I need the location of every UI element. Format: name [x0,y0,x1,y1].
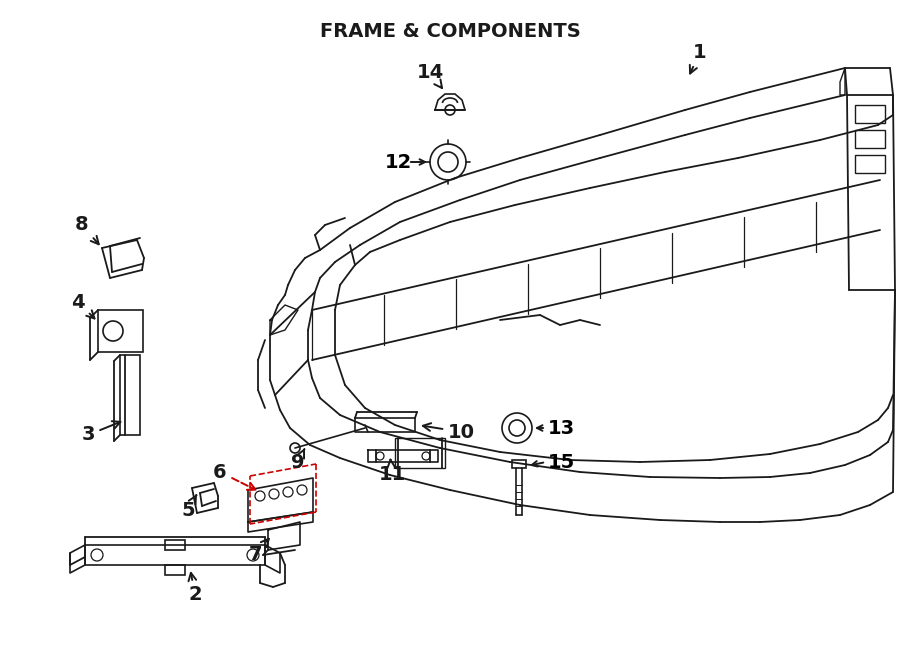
Text: 5: 5 [181,495,196,520]
Text: 1: 1 [689,42,706,73]
Text: 4: 4 [71,293,94,319]
Bar [855,105,885,123]
Text: 10: 10 [423,422,475,442]
Text: 7: 7 [248,539,269,564]
Text: 13: 13 [548,418,575,438]
Text: 3: 3 [81,421,121,444]
Bar [165,540,185,550]
Text: 11: 11 [378,459,406,485]
Bar [855,130,885,148]
Text: 6: 6 [213,463,256,490]
Text: 2: 2 [188,573,202,605]
Bar [120,355,140,435]
Bar [165,565,185,575]
Text: FRAME & COMPONENTS: FRAME & COMPONENTS [320,22,580,41]
Text: 15: 15 [548,453,575,471]
Text: 12: 12 [385,153,412,171]
Text: 8: 8 [76,215,99,245]
Bar [512,460,526,468]
Bar [85,545,265,565]
Bar [395,438,445,468]
Bar [98,310,143,352]
Bar [855,155,885,173]
Text: 14: 14 [417,63,444,88]
Text: 9: 9 [292,449,305,471]
